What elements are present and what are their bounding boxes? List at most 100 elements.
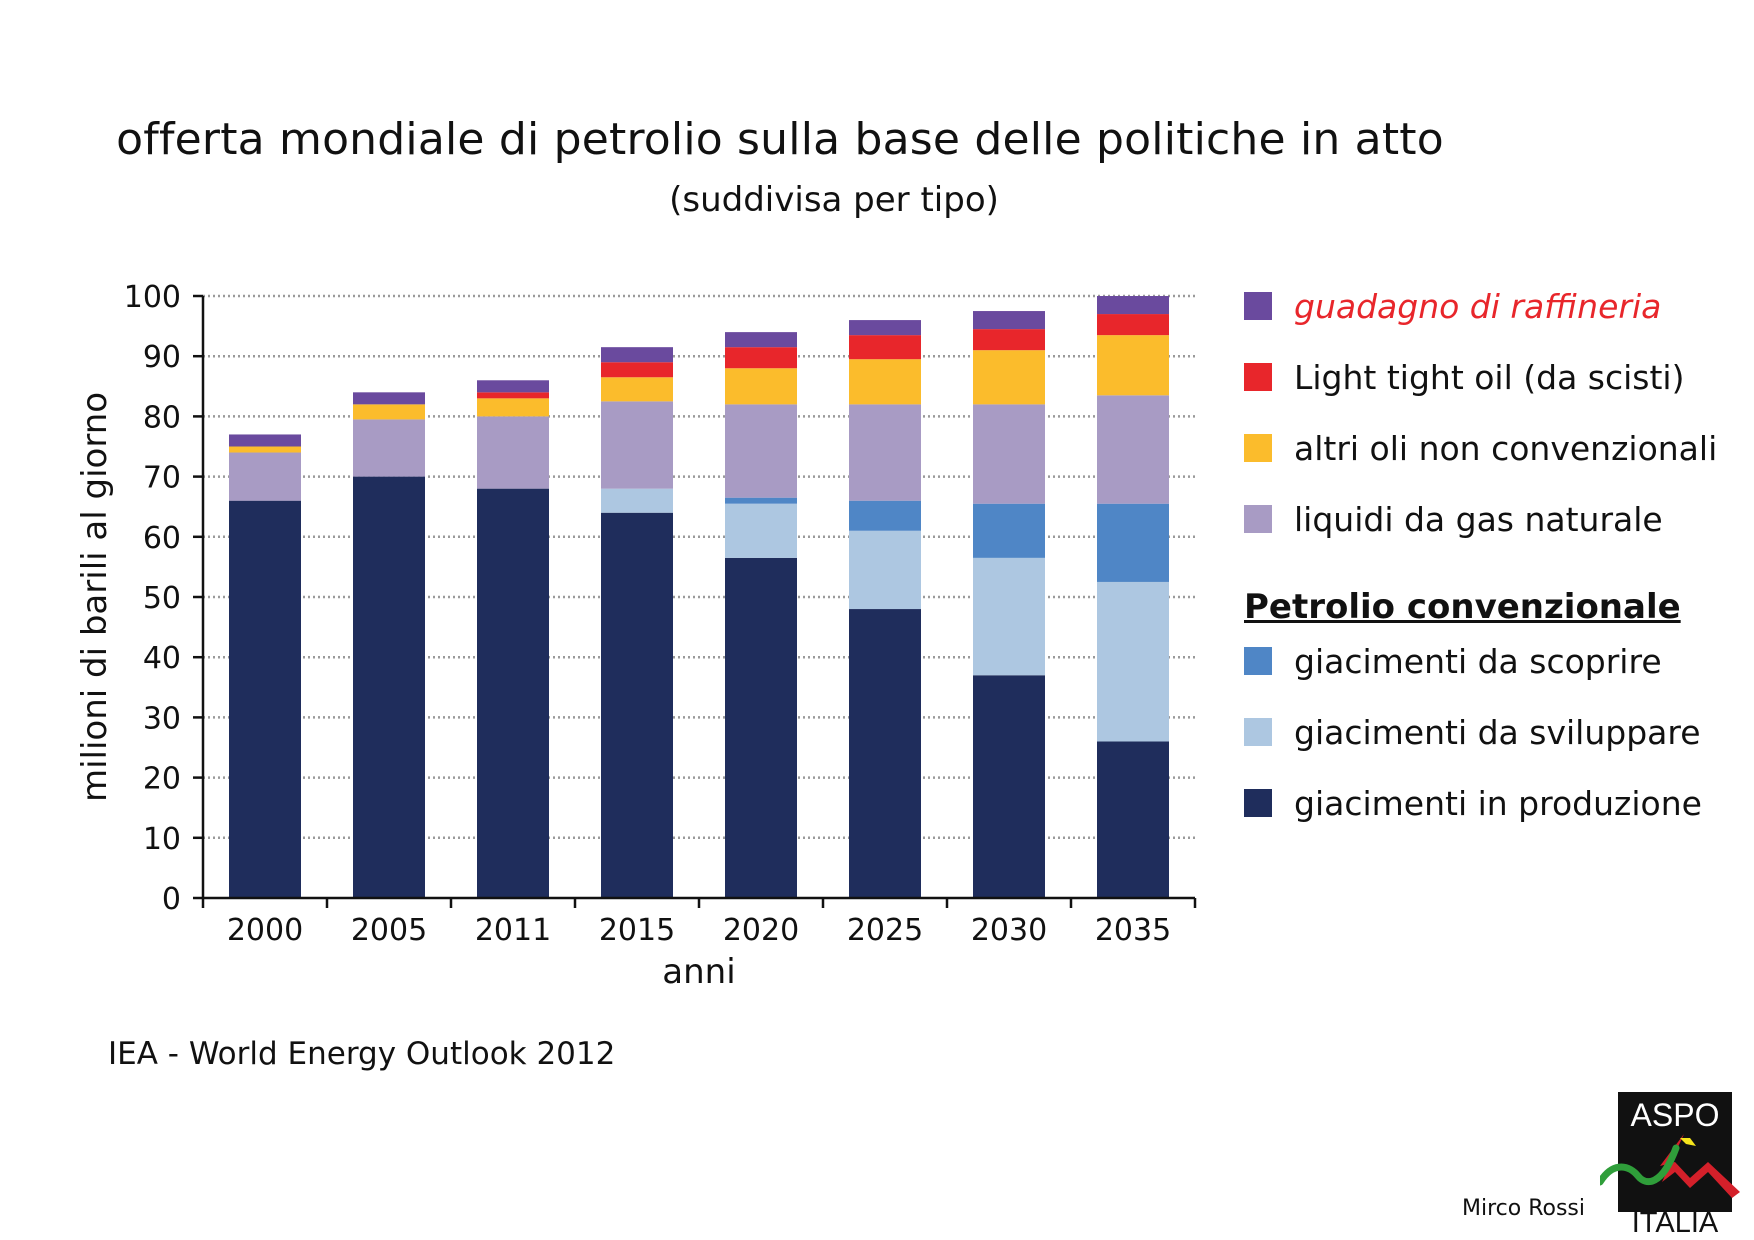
bar-segment	[849, 404, 921, 501]
bar-segment	[973, 675, 1045, 898]
bar-segment	[477, 398, 549, 417]
legend-header-petrolio-convenzionale: Petrolio convenzionale	[1244, 587, 1681, 627]
chart-title: offerta mondiale di petrolio sulla base …	[116, 114, 1444, 165]
x-tick-label: 2020	[723, 913, 799, 948]
logo-peak-shape	[1680, 1138, 1696, 1146]
bar-segment	[973, 350, 1045, 405]
bar-segment	[477, 488, 549, 898]
legend-swatch	[1244, 434, 1272, 462]
x-axis-title: anni	[662, 952, 735, 992]
bar-segment	[1097, 395, 1169, 504]
bar-segment	[1097, 503, 1169, 582]
x-tick-label: 2000	[227, 913, 303, 948]
bar-segment	[229, 452, 301, 501]
bar-segment	[725, 557, 797, 898]
legend-swatch	[1244, 647, 1272, 675]
legend-swatch	[1244, 718, 1272, 746]
x-tick-label: 2011	[475, 913, 551, 948]
y-tick-label: 30	[143, 701, 181, 736]
legend-label: altri oli non convenzionali	[1294, 428, 1718, 468]
x-tick-label: 2015	[599, 913, 675, 948]
legend-item-giacimenti-da-scoprire: giacimenti da scoprire	[1244, 639, 1662, 683]
aspo-italia-logo: ASPO ITALIA	[1600, 1092, 1740, 1236]
legend-swatch	[1244, 363, 1272, 391]
bar-segment	[353, 419, 425, 477]
bar-segment	[973, 404, 1045, 504]
legend-swatch	[1244, 789, 1272, 817]
y-tick-label: 40	[143, 641, 181, 676]
legend-item-giacimenti-da-sviluppare: giacimenti da sviluppare	[1244, 710, 1701, 754]
bar-segment	[1097, 314, 1169, 336]
bar-segment	[229, 434, 301, 447]
legend-item-altri-oli-non-convenzionali: altri oli non convenzionali	[1244, 426, 1717, 470]
bar-segment	[849, 320, 921, 336]
x-tick-label: 2030	[971, 913, 1047, 948]
y-tick-label: 10	[143, 822, 181, 857]
y-axis-title: milioni di barili al giorno	[75, 392, 115, 802]
bar-segment	[849, 500, 921, 531]
legend-label: guadagno di raffineria	[1294, 286, 1662, 326]
x-tick-label: 2005	[351, 913, 427, 948]
y-tick-label: 80	[143, 400, 181, 435]
y-tick-label: 70	[143, 461, 181, 496]
legend-label: liquidi da gas naturale	[1294, 499, 1663, 539]
bar-segment	[725, 497, 797, 504]
chart-subtitle: (suddivisa per tipo)	[669, 180, 999, 220]
bar-segment	[353, 404, 425, 420]
bar-segment	[1097, 741, 1169, 898]
y-tick-label: 0	[162, 882, 181, 917]
bar-segment	[725, 332, 797, 348]
y-tick-label: 90	[143, 340, 181, 375]
bar-segment	[725, 347, 797, 369]
logo-mountain-shape	[1660, 1134, 1740, 1198]
legend-item-light-tight-oil: Light tight oil (da scisti)	[1244, 355, 1684, 399]
y-tick-label: 50	[143, 581, 181, 616]
bar-segment	[229, 500, 301, 898]
bar-segment	[849, 609, 921, 898]
bar-segment	[601, 401, 673, 489]
legend-swatch	[1244, 292, 1272, 320]
y-tick-label: 100	[124, 280, 181, 315]
bar-segment	[973, 329, 1045, 351]
bar-segment	[849, 359, 921, 405]
bar-segment	[477, 416, 549, 489]
bar-segment	[477, 380, 549, 393]
x-tick-label: 2025	[847, 913, 923, 948]
bar-segment	[229, 446, 301, 453]
logo-top-text: ASPO	[1631, 1097, 1720, 1133]
bar-segment	[725, 404, 797, 498]
bar-segment	[1097, 296, 1169, 315]
bar-segment	[353, 476, 425, 898]
source-note: IEA - World Energy Outlook 2012	[108, 1036, 616, 1072]
y-tick-label: 20	[143, 762, 181, 797]
legend-item-guadagno-di-raffineria: guadagno di raffineria	[1244, 284, 1661, 328]
legend-label: giacimenti da scoprire	[1294, 641, 1662, 681]
legend-label: giacimenti in produzione	[1294, 783, 1702, 823]
bar-segment	[1097, 581, 1169, 742]
x-tick-label: 2035	[1095, 913, 1171, 948]
legend-label: Light tight oil (da scisti)	[1294, 357, 1685, 397]
y-tick-label: 60	[143, 521, 181, 556]
legend-item-liquidi-da-gas-naturale: liquidi da gas naturale	[1244, 497, 1663, 541]
bar-segment	[849, 530, 921, 610]
bar-segment	[601, 377, 673, 402]
bar-segment	[973, 311, 1045, 330]
bar-segment	[725, 503, 797, 558]
bar-segment	[601, 347, 673, 363]
bar-segment	[973, 557, 1045, 676]
bar-segment	[601, 362, 673, 378]
logo-bottom-text: ITALIA	[1632, 1207, 1719, 1236]
legend-item-giacimenti-in-produzione: giacimenti in produzione	[1244, 781, 1702, 825]
legend-label: giacimenti da sviluppare	[1294, 712, 1701, 752]
bar-segment	[477, 392, 549, 399]
bar-segment	[725, 368, 797, 405]
author-name: Mirco Rossi	[1462, 1196, 1585, 1221]
bar-segment	[973, 503, 1045, 558]
logo-wave-shape	[1600, 1144, 1680, 1186]
bar-segment	[1097, 335, 1169, 396]
bar-segment	[601, 512, 673, 898]
bar-segment	[353, 392, 425, 405]
bar-segment	[849, 335, 921, 360]
bar-segment	[601, 488, 673, 513]
